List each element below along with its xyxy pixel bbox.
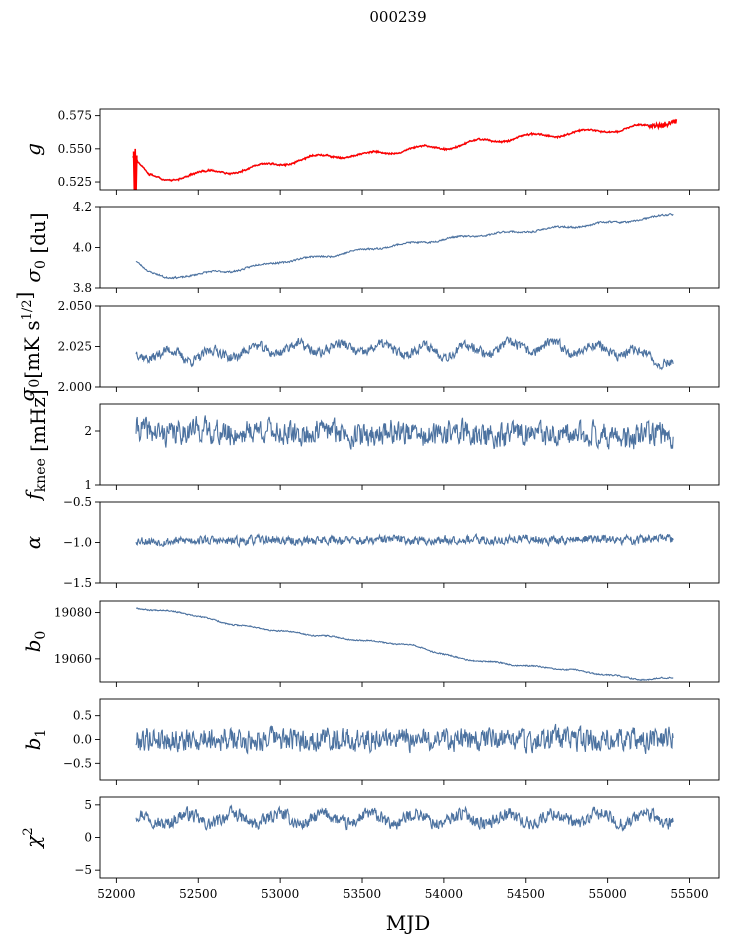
axes-frame-fknee (99, 403, 720, 486)
y-axis-label-sigma0-du: σ0 [du] (21, 212, 50, 282)
x-tick-label: 55000 (589, 887, 627, 901)
y-tick-label-b0: 19060 (54, 652, 92, 666)
figure-title: 000239 (369, 8, 426, 26)
y-tick-label-sigma0-du: 4.2 (73, 200, 92, 214)
y-tick-label-b0: 19080 (54, 606, 92, 620)
y-tick-label-sigma0-mk: 2.050 (58, 299, 92, 313)
subplot-fknee: 1 2 fknee [mHz] (21, 389, 720, 502)
y-tick-label-chi2: −5 (74, 863, 92, 877)
y-tick-label-sigma0-du: 4.0 (73, 241, 92, 255)
axes-frame-sigma0-mk (99, 305, 720, 388)
series-line-sigma0-mk (135, 336, 674, 371)
y-tick-label-alpha: −0.5 (63, 495, 92, 509)
y-tick-label-b1: 0.5 (73, 709, 92, 723)
y-tick-label-chi2: 0 (84, 831, 92, 845)
y-tick-label-chi2: 5 (84, 798, 92, 812)
y-axis-label-b1: b1 (21, 729, 49, 751)
y-axis-label-sigma0-mk: σ0[mK s1/2] (12, 292, 44, 402)
x-axis-label: MJD (386, 911, 431, 935)
y-tick-label-alpha: −1.0 (63, 536, 92, 550)
y-tick-label-sigma0-du: 3.8 (73, 281, 92, 295)
axes-frame-sigma0-du (99, 206, 720, 289)
axes-frame-chi2 (99, 796, 720, 879)
y-tick-label-sigma0-mk: 2.025 (58, 340, 92, 354)
y-axis-label-g: g (21, 143, 45, 156)
x-tick-label: 52500 (179, 887, 217, 901)
y-tick-label-fknee: 1 (84, 478, 92, 492)
y-axis-label-fknee: fknee [mHz] (21, 389, 50, 501)
fit-line-g (132, 118, 678, 183)
x-tick-label: 53000 (261, 887, 299, 901)
subplot-g: 0.525 0.550 0.575 g (21, 108, 720, 195)
subplot-chi2: −5 0 5 52000 52500 53000 53500 54000 54500 55000 5… (21, 796, 720, 901)
y-tick-label-g: 0.575 (58, 109, 92, 123)
series-line-b0 (135, 607, 674, 682)
subplot-b0: 19060 19080 b0 (21, 600, 720, 687)
series-line-sigma0-du (135, 213, 674, 280)
series-line-chi2 (135, 804, 674, 832)
x-tick-label: 54500 (507, 887, 545, 901)
y-axis-label-chi2: χ2 (21, 827, 45, 849)
y-tick-label-g: 0.550 (58, 142, 92, 156)
x-tick-label: 54000 (425, 887, 463, 901)
x-tick-label: 52000 (97, 887, 135, 901)
y-tick-label-g: 0.525 (58, 175, 92, 189)
x-tick-label: 53500 (343, 887, 381, 901)
subplot-b1: −0.5 0.0 0.5 b1 (21, 698, 720, 785)
series-line-alpha (135, 532, 674, 549)
y-tick-label-b1: −0.5 (63, 756, 92, 770)
subplot-sigma0-mk: 2.000 2.025 2.050 σ0[mK s1/2] (12, 292, 720, 402)
x-tick-label: 55500 (670, 887, 708, 901)
y-axis-label-b0: b0 (21, 631, 49, 653)
y-axis-label-alpha: α (21, 535, 45, 549)
series-line-fknee (135, 415, 674, 450)
axes-frame-b0 (99, 600, 720, 683)
subplot-sigma0-du: 3.8 4.0 4.2 σ0 [du] (21, 200, 720, 295)
y-tick-label-sigma0-mk: 2.000 (58, 380, 92, 394)
y-tick-label-fknee: 2 (84, 424, 92, 438)
subplot-alpha: −1.5 −1.0 −0.5 α (21, 495, 720, 590)
y-tick-label-b1: 0.0 (73, 733, 92, 747)
fit-spike-g (132, 148, 138, 190)
y-tick-label-alpha: −1.5 (63, 576, 92, 590)
axes-frame-g (99, 108, 720, 191)
series-line-b1 (135, 723, 674, 755)
